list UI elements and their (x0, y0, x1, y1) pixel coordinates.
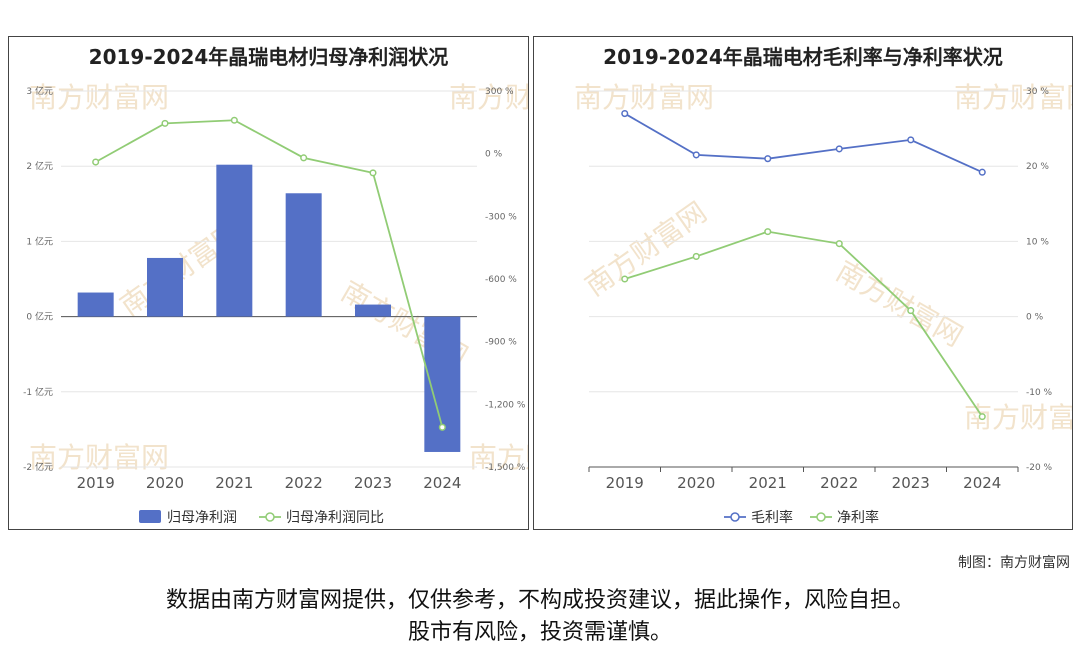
left-axis-tick-label: -2 亿元 (23, 461, 53, 473)
right-axis-tick-label: -20 % (1026, 463, 1053, 473)
left-axis-tick-label: 0 亿元 (26, 311, 53, 323)
legend-marker-net-margin (816, 512, 826, 522)
point-yoy-growth (369, 169, 377, 177)
legend-swatch-line-marker (265, 512, 275, 522)
x-axis-tick-label: 2020 (677, 474, 715, 492)
point-gross-margin (907, 136, 915, 144)
watermark-text: 南方财富网 (449, 81, 528, 114)
right-axis-tick-label: -1,200 % (485, 400, 526, 410)
chart-credit: 制图：南方财富网 (958, 555, 1070, 571)
right-chart-panel: 2019-2024年晶瑞电材毛利率与净利率状况 南方财富网 南方财富网 南方财富网南… (533, 36, 1073, 530)
bar-net-profit (285, 193, 322, 317)
right-axis-tick-label: 0 % (1026, 313, 1044, 323)
point-yoy-growth (92, 158, 100, 166)
x-axis-tick-label: 2022 (820, 474, 858, 492)
right-chart-title: 2019-2024年晶瑞电材毛利率与净利率状况 (603, 45, 1003, 69)
point-yoy-growth (300, 154, 308, 162)
point-net-margin (764, 228, 772, 236)
bar-net-profit (216, 164, 253, 317)
left-axis-tick-label: 2 亿元 (26, 160, 53, 172)
left-chart-title: 2019-2024年晶瑞电材归母净利润状况 (88, 45, 449, 69)
point-net-margin (621, 275, 629, 283)
watermark-text: 南方财富网 (831, 254, 969, 353)
line-net-margin (624, 230, 983, 418)
watermark-text: 南方财富网 (574, 81, 714, 114)
x-axis-tick-label: 2019 (77, 474, 115, 492)
left-chart-panel: 2019-2024年晶瑞电材归母净利润状况 南方财富网南方财富网南方财富网南方财… (8, 36, 529, 530)
point-yoy-growth (161, 119, 169, 127)
point-gross-margin (978, 168, 986, 176)
watermark-text: 南方财富网 (469, 441, 528, 474)
bar-net-profit (77, 292, 114, 317)
point-gross-margin (764, 155, 772, 163)
line-gross-margin (624, 112, 983, 174)
point-gross-margin (692, 151, 700, 159)
left-axis-tick-label: -1 亿元 (23, 386, 53, 398)
left-chart-svg: 南方财富网南方财富网南方财富网南方财富网南方财富网南方财富网3 亿元2 亿元1 … (23, 81, 528, 526)
left-axis-tick-label: 3 亿元 (26, 85, 53, 97)
point-yoy-growth (230, 116, 238, 124)
disclaimer-line-2: 股市有风险，投资需谨慎。 (407, 620, 672, 645)
legend-label-bar: 归母净利润 (167, 509, 237, 526)
x-axis-tick-label: 2019 (606, 474, 644, 492)
watermark-text: 南方财富网 (29, 81, 169, 114)
right-axis-tick-label: -600 % (485, 275, 517, 285)
right-axis-tick-label: 0 % (485, 150, 503, 160)
left-axis-tick-label: 1 亿元 (26, 235, 53, 247)
legend-label-gross-margin: 毛利率 (751, 509, 793, 526)
right-axis-tick-label: 30 % (1026, 87, 1049, 97)
point-gross-margin (835, 145, 843, 153)
point-net-margin (907, 307, 915, 315)
right-axis-tick-label: -900 % (485, 338, 517, 348)
right-axis-tick-label: -10 % (1026, 388, 1053, 398)
right-axis-tick-label: 10 % (1026, 237, 1049, 247)
x-axis-tick-label: 2021 (749, 474, 787, 492)
legend-marker-gross-margin (730, 512, 740, 522)
x-axis-tick-label: 2022 (285, 474, 323, 492)
watermark-text: 南方财富网 (579, 195, 713, 302)
x-axis-tick-label: 2021 (215, 474, 253, 492)
x-axis-tick-label: 2020 (146, 474, 184, 492)
right-chart-svg: 南方财富网南方财富网南方财富网南方财富网南方财富网30 %20 %10 %0 %… (574, 81, 1072, 526)
x-axis-tick-label: 2024 (423, 474, 461, 492)
legend-label-net-margin: 净利率 (837, 509, 879, 526)
x-axis-tick-label: 2023 (892, 474, 930, 492)
legend-label-line: 归母净利润同比 (286, 509, 384, 526)
x-axis-tick-label: 2024 (963, 474, 1001, 492)
legend-swatch-bar (139, 510, 161, 523)
bar-net-profit (147, 257, 183, 317)
point-gross-margin (621, 110, 629, 118)
bar-net-profit (355, 304, 391, 317)
watermark-text: 南方财富网 (954, 81, 1072, 114)
right-axis-tick-label: 20 % (1026, 162, 1049, 172)
point-yoy-growth (438, 423, 446, 431)
point-net-margin (692, 252, 700, 260)
x-axis-tick-label: 2023 (354, 474, 392, 492)
disclaimer-line-1: 数据由南方财富网提供，仅供参考，不构成投资建议，据此操作，风险自担。 (165, 588, 914, 613)
line-yoy-growth (95, 119, 444, 428)
point-net-margin (835, 240, 843, 248)
watermark-text: 南方财富网 (29, 441, 169, 474)
point-net-margin (978, 413, 986, 421)
right-axis-tick-label: -300 % (485, 212, 517, 222)
right-axis-tick-label: -1,500 % (485, 463, 526, 473)
right-axis-tick-label: 300 % (485, 87, 514, 97)
